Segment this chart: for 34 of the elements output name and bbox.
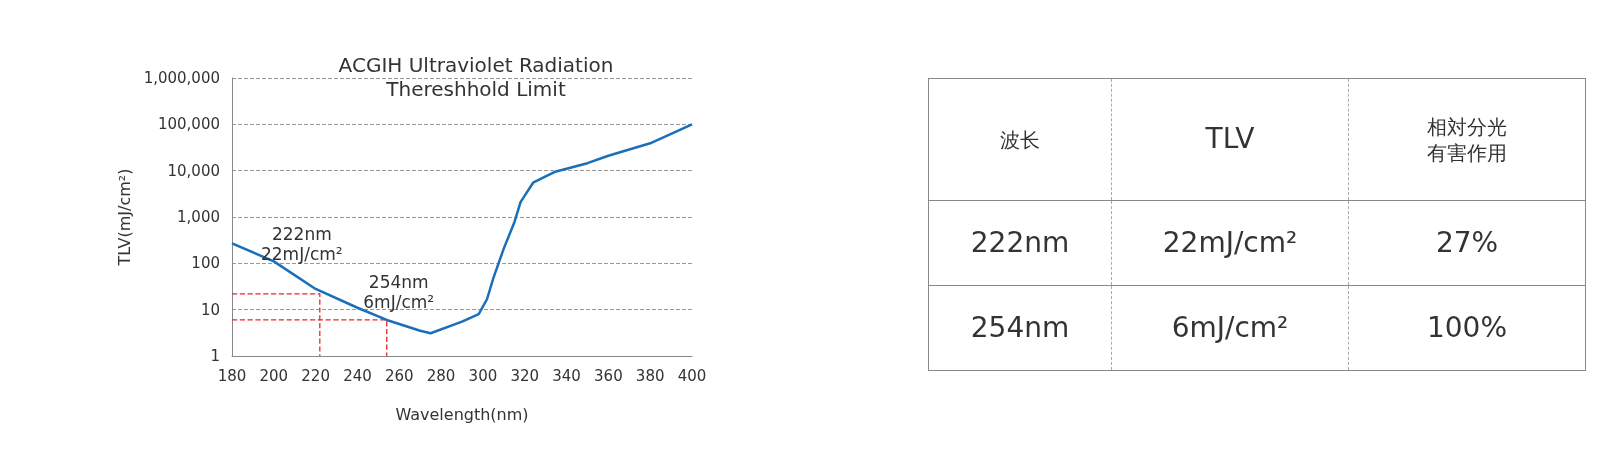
text: 27% [1435,225,1499,259]
x-tick-label: 380 [635,366,665,385]
x-tick-label: 320 [510,366,540,385]
x-tick-label: 300 [468,366,498,385]
y-tick-label: 100 [191,254,220,273]
y-tick-label: 10 [200,300,220,319]
x-tick-label: 340 [552,366,581,385]
text: 22mJ/cm² [1162,225,1298,259]
x-axis-title: Wavelength(nm) [395,404,529,424]
x-tick-label: 360 [594,366,623,385]
category-label: 相対分光有害作用 [1426,113,1508,166]
chart-title: ACGIH Ultraviolet Radiation Thereshhold Limit [338,53,614,101]
y-tick-label: 1 [210,347,220,365]
annotation: 254nm 6mJ/cm² [363,271,435,312]
line-series [230,123,694,335]
y-axis-title: TLV(mJ/cm²) [115,168,135,267]
annotation: 222nm 22mJ/cm² [260,223,343,264]
text: 222nm [970,225,1070,259]
x-tick-label: 240 [343,366,372,385]
x-tick-label: 260 [384,366,414,385]
text: 254nm [970,310,1070,344]
y-tick-label: 1,000 [177,208,220,226]
text: 6mJ/cm² [1171,310,1289,344]
x-tick-label: 220 [301,366,330,385]
y-tick-label: 1,000,000 [143,69,220,87]
x-tick-label: 200 [259,366,289,385]
text: 100% [1426,310,1508,344]
x-tick-label: 180 [217,366,247,385]
y-tick-label: 100,000 [157,115,220,134]
x-tick-label: 280 [426,366,456,385]
category-label: TLV [1204,121,1256,158]
x-tick-label: 400 [677,366,707,385]
y-tick-label: 10,000 [167,161,220,180]
category-label: 波长 [999,126,1041,153]
